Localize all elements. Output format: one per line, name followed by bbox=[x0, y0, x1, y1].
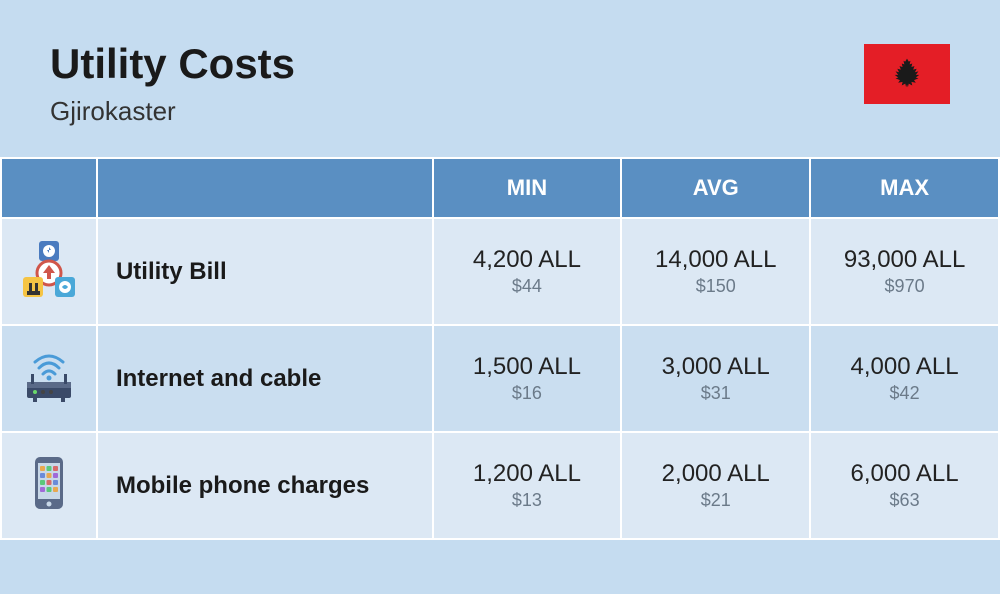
value-secondary: $21 bbox=[632, 490, 799, 511]
cell-avg: 14,000 ALL $150 bbox=[621, 218, 810, 325]
header: Utility Costs Gjirokaster bbox=[0, 0, 1000, 157]
value-secondary: $970 bbox=[821, 276, 988, 297]
value-primary: 1,500 ALL bbox=[444, 353, 611, 381]
row-icon-cell bbox=[1, 432, 97, 539]
value-primary: 1,200 ALL bbox=[444, 460, 611, 488]
value-secondary: $13 bbox=[444, 490, 611, 511]
phone-icon bbox=[17, 451, 81, 515]
table-row: Internet and cable 1,500 ALL $16 3,000 A… bbox=[1, 325, 999, 432]
row-label: Mobile phone charges bbox=[97, 432, 433, 539]
table-row: Mobile phone charges 1,200 ALL $13 2,000… bbox=[1, 432, 999, 539]
value-secondary: $63 bbox=[821, 490, 988, 511]
value-primary: 3,000 ALL bbox=[632, 353, 799, 381]
utility-icon bbox=[17, 237, 81, 301]
row-icon-cell bbox=[1, 325, 97, 432]
cost-table: MIN AVG MAX bbox=[0, 157, 1000, 540]
cell-max: 6,000 ALL $63 bbox=[810, 432, 999, 539]
cell-min: 4,200 ALL $44 bbox=[433, 218, 622, 325]
cell-avg: 3,000 ALL $31 bbox=[621, 325, 810, 432]
value-primary: 4,200 ALL bbox=[444, 246, 611, 274]
albania-flag bbox=[864, 44, 950, 104]
col-header-avg: AVG bbox=[621, 158, 810, 218]
value-secondary: $16 bbox=[444, 383, 611, 404]
value-primary: 14,000 ALL bbox=[632, 246, 799, 274]
value-secondary: $150 bbox=[632, 276, 799, 297]
value-secondary: $44 bbox=[444, 276, 611, 297]
value-primary: 2,000 ALL bbox=[632, 460, 799, 488]
row-label: Internet and cable bbox=[97, 325, 433, 432]
cell-max: 4,000 ALL $42 bbox=[810, 325, 999, 432]
page-subtitle: Gjirokaster bbox=[50, 96, 295, 127]
col-header-icon bbox=[1, 158, 97, 218]
page-title: Utility Costs bbox=[50, 40, 295, 88]
title-block: Utility Costs Gjirokaster bbox=[50, 40, 295, 127]
cell-min: 1,200 ALL $13 bbox=[433, 432, 622, 539]
cell-min: 1,500 ALL $16 bbox=[433, 325, 622, 432]
col-header-max: MAX bbox=[810, 158, 999, 218]
table-row: Utility Bill 4,200 ALL $44 14,000 ALL $1… bbox=[1, 218, 999, 325]
router-icon bbox=[17, 344, 81, 408]
value-secondary: $31 bbox=[632, 383, 799, 404]
table-header-row: MIN AVG MAX bbox=[1, 158, 999, 218]
value-primary: 4,000 ALL bbox=[821, 353, 988, 381]
cell-avg: 2,000 ALL $21 bbox=[621, 432, 810, 539]
row-label: Utility Bill bbox=[97, 218, 433, 325]
value-secondary: $42 bbox=[821, 383, 988, 404]
row-icon-cell bbox=[1, 218, 97, 325]
col-header-min: MIN bbox=[433, 158, 622, 218]
eagle-icon bbox=[885, 52, 929, 96]
cell-max: 93,000 ALL $970 bbox=[810, 218, 999, 325]
value-primary: 6,000 ALL bbox=[821, 460, 988, 488]
col-header-label bbox=[97, 158, 433, 218]
value-primary: 93,000 ALL bbox=[821, 246, 988, 274]
